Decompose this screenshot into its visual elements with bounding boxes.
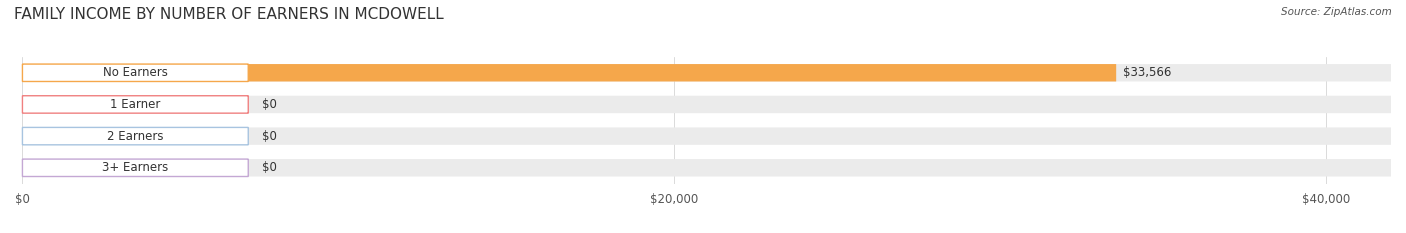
Text: FAMILY INCOME BY NUMBER OF EARNERS IN MCDOWELL: FAMILY INCOME BY NUMBER OF EARNERS IN MC…	[14, 7, 444, 22]
FancyBboxPatch shape	[22, 159, 249, 177]
FancyBboxPatch shape	[22, 96, 1391, 113]
Text: $33,566: $33,566	[1123, 66, 1171, 79]
Text: 3+ Earners: 3+ Earners	[103, 161, 169, 174]
Text: Source: ZipAtlas.com: Source: ZipAtlas.com	[1281, 7, 1392, 17]
Text: $0: $0	[262, 161, 277, 174]
Text: 2 Earners: 2 Earners	[107, 130, 163, 143]
Text: No Earners: No Earners	[103, 66, 167, 79]
FancyBboxPatch shape	[22, 159, 1391, 177]
FancyBboxPatch shape	[22, 64, 1116, 82]
FancyBboxPatch shape	[22, 96, 249, 113]
FancyBboxPatch shape	[22, 127, 249, 145]
FancyBboxPatch shape	[22, 64, 249, 82]
FancyBboxPatch shape	[22, 127, 1391, 145]
Text: $0: $0	[262, 130, 277, 143]
Text: 1 Earner: 1 Earner	[110, 98, 160, 111]
FancyBboxPatch shape	[22, 64, 1391, 82]
Text: $0: $0	[262, 98, 277, 111]
